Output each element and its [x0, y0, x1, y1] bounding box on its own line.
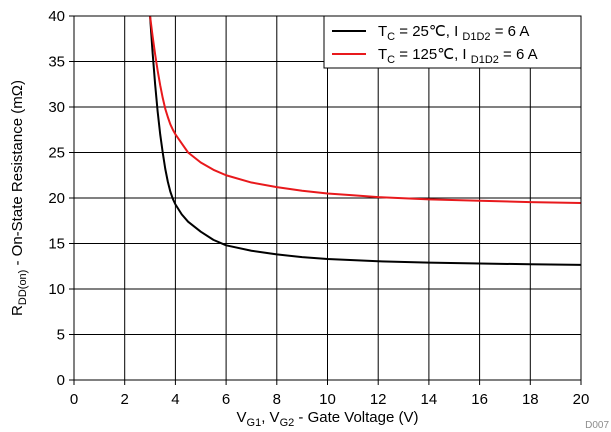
y-tick-label: 20 [48, 190, 65, 207]
y-axis-title: RDD(on) - On-State Resistance (mΩ) [9, 80, 29, 316]
series-line-1 [149, 16, 581, 266]
x-axis-title: VG1, VG2 - Gate Voltage (V) [237, 409, 419, 429]
y-tick-label: 25 [48, 145, 65, 162]
y-tick-label: 30 [48, 99, 65, 116]
tick-labels: 0 2 4 6 8 10 12 14 16 18 20 0 5 10 15 20 25 30 35 40 [48, 8, 589, 408]
x-tick-label: 16 [471, 391, 488, 408]
y-tick-label: 0 [57, 372, 65, 389]
x-tick-label: 20 [573, 391, 590, 408]
x-tick-label: 10 [319, 391, 336, 408]
y-tick-label: 10 [48, 281, 65, 298]
y-tick-label: 35 [48, 54, 65, 71]
x-tick-label: 8 [273, 391, 281, 408]
x-tick-label: 4 [171, 391, 179, 408]
legend: TC = 25℃, I D1D2 = 6 A TC = 125℃, I D1D2 … [323, 15, 582, 69]
figure-id-label: D007 [585, 420, 609, 431]
x-tick-label: 0 [70, 391, 78, 408]
y-tick-label: 15 [48, 236, 65, 253]
legend-label-1: TC = 25℃, I D1D2 = 6 A [378, 23, 529, 43]
x-tick-label: 12 [370, 391, 387, 408]
series-lines [149, 16, 581, 266]
y-tick-label: 5 [57, 327, 65, 344]
x-tick-label: 6 [222, 391, 230, 408]
x-tick-label: 14 [421, 391, 438, 408]
legend-label-2: TC = 125℃, I D1D2 = 6 A [378, 46, 538, 66]
y-tick-label: 40 [48, 8, 65, 25]
legend-box [323, 15, 582, 69]
x-tick-label: 2 [121, 391, 129, 408]
series-line-2 [149, 16, 581, 205]
x-tick-label: 18 [522, 391, 539, 408]
grid [74, 16, 581, 380]
